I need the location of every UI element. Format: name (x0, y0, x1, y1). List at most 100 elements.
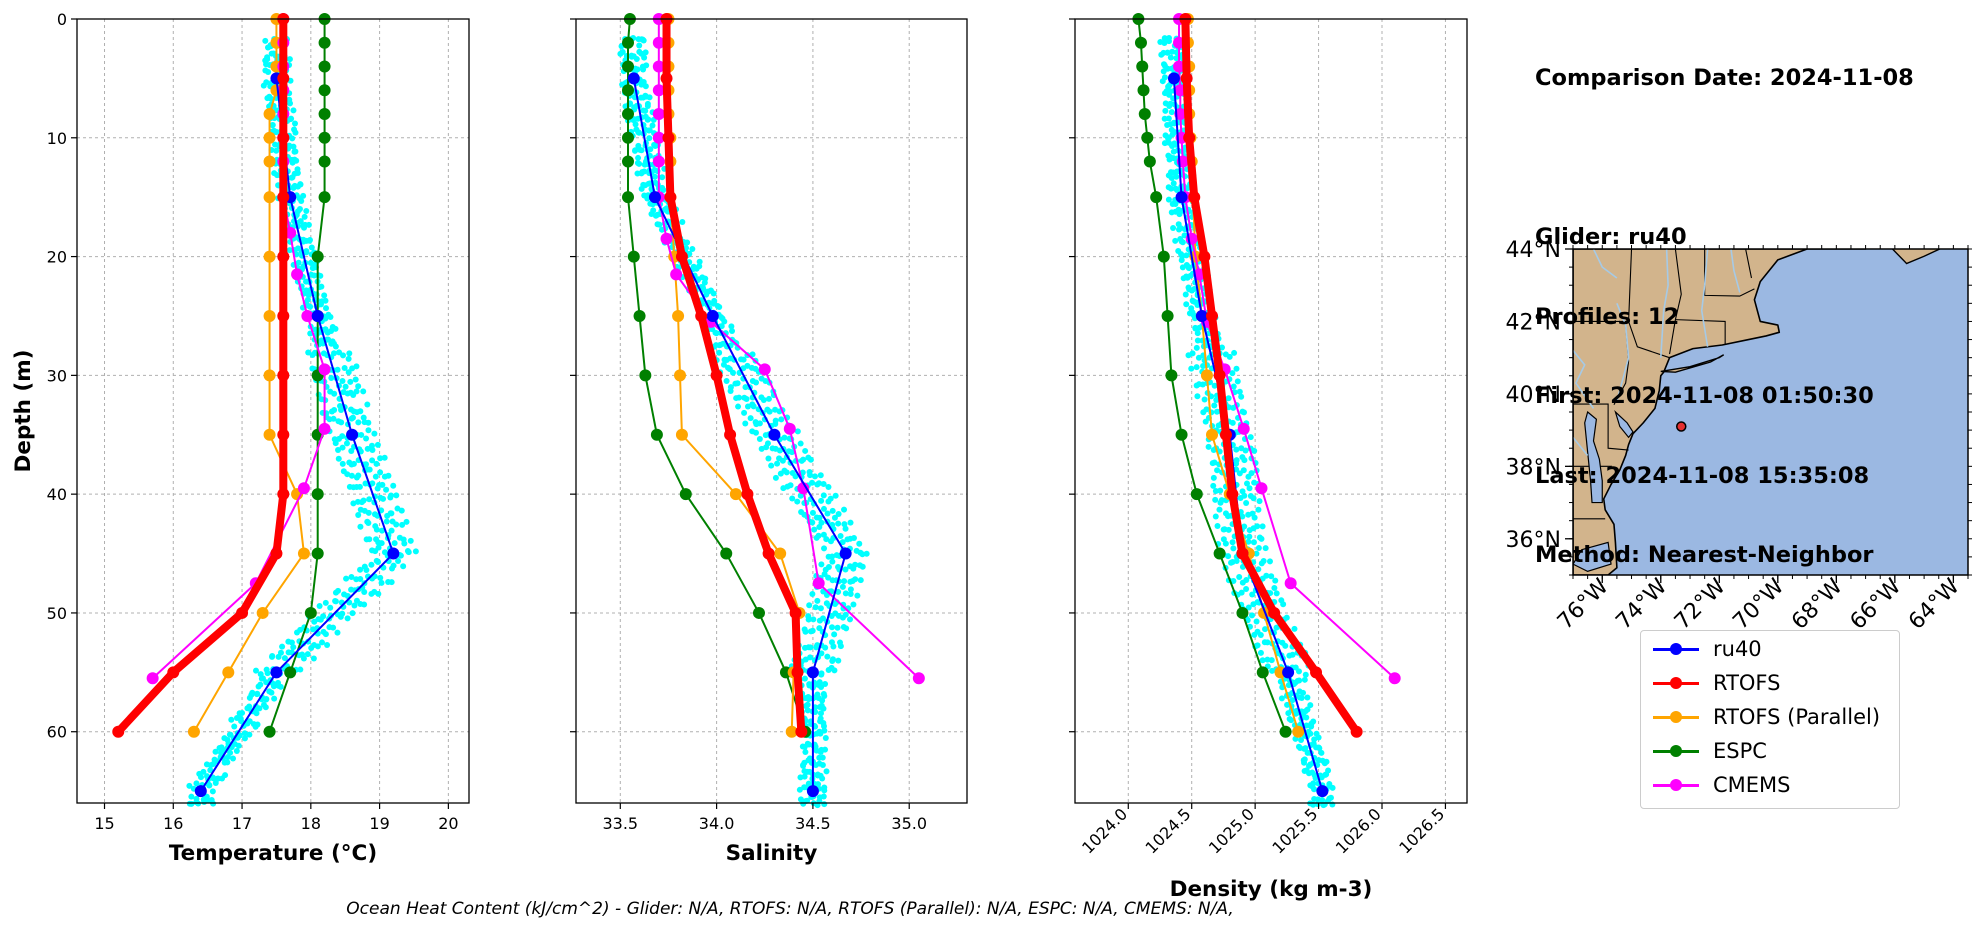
glider-scatter-point (363, 566, 370, 573)
legend: ru40 RTOFS RTOFS (Parallel) ESPC CMEMS (1640, 630, 1900, 809)
glider-scatter-point (388, 492, 395, 499)
plot-frame (76, 18, 470, 804)
glider-scatter-point (804, 707, 811, 714)
glider-scatter-point (1264, 639, 1271, 646)
glider-scatter-point (1259, 523, 1266, 530)
glider-scatter-point (212, 780, 219, 787)
series-point-espc (1165, 369, 1178, 382)
glider-scatter-point (802, 749, 809, 756)
glider-scatter-point (1225, 553, 1232, 560)
glider-scatter-point (815, 781, 822, 788)
series-point-rtofs (1310, 666, 1323, 679)
series-point-rtofs-parallel- (297, 547, 310, 560)
glider-scatter-point (339, 460, 346, 467)
legend-entry-rtofs-parallel: RTOFS (Parallel) (1653, 702, 1880, 732)
glider-scatter-point (1249, 612, 1256, 619)
glider-scatter-point (393, 492, 400, 499)
glider-scatter-point (642, 83, 649, 90)
glider-scatter-point (643, 62, 650, 69)
glider-scatter-point (360, 497, 367, 504)
glider-scatter-point (747, 415, 754, 422)
glider-scatter-point (811, 473, 818, 480)
series-point-rtofs (660, 72, 673, 85)
glider-scatter-point (303, 249, 310, 256)
glider-scatter-point (241, 735, 248, 742)
series-point-rtofs-parallel- (263, 131, 276, 144)
series-point-rtofs (1183, 131, 1196, 144)
glider-scatter-point (339, 444, 346, 451)
glider-scatter-point (634, 66, 641, 73)
series-point-rtofs (1213, 369, 1226, 382)
glider-scatter-point (355, 419, 362, 426)
glider-scatter-point (388, 527, 395, 534)
glider-scatter-point (1295, 668, 1302, 675)
glider-scatter-point (1259, 657, 1266, 664)
glider-scatter-point (1217, 487, 1224, 494)
state-border (1628, 321, 1670, 359)
glider-scatter-point (1247, 434, 1254, 441)
state-border (1675, 319, 1726, 345)
legend-label: ESPC (1713, 739, 1767, 763)
glider-scatter-point (818, 561, 825, 568)
glider-scatter-point (212, 748, 219, 755)
glider-scatter-point (772, 417, 779, 424)
glider-scatter-point (1211, 459, 1218, 466)
glider-scatter-point (289, 135, 296, 142)
glider-scatter-point (1244, 480, 1251, 487)
nova-scotia (1891, 249, 1942, 265)
glider-scatter-point (290, 644, 297, 651)
glider-scatter-point (774, 460, 781, 467)
series-point-ru40 (387, 547, 400, 560)
glider-scatter-point (301, 213, 308, 220)
glider-scatter-point (821, 692, 828, 699)
glider-scatter-point (711, 297, 718, 304)
series-point-espc (639, 369, 652, 382)
glider-scatter-point (820, 793, 827, 800)
glider-scatter-point (1263, 572, 1270, 579)
state-border (1669, 249, 1682, 355)
glider-scatter-point (401, 540, 408, 547)
glider-scatter-point (1280, 601, 1287, 608)
glider-scatter-point (1318, 749, 1325, 756)
glider-scatter-point (1251, 447, 1258, 454)
glider-scatter-point (334, 629, 341, 636)
glider-scatter-point (390, 562, 397, 569)
glider-scatter-point (1241, 457, 1248, 464)
glider-scatter-point (271, 695, 278, 702)
glider-scatter-point (366, 466, 373, 473)
glider-scatter-point (1256, 498, 1263, 505)
glider-scatter-point (331, 350, 338, 357)
glider-scatter-point (263, 696, 270, 703)
glider-scatter-point (400, 563, 407, 570)
glider-scatter-point (811, 526, 818, 533)
glider-scatter-point (346, 350, 353, 357)
glider-scatter-point (253, 667, 260, 674)
glider-scatter-point (365, 520, 372, 527)
glider-scatter-point (660, 186, 667, 193)
glider-scatter-point (796, 786, 803, 793)
glider-scatter-point (246, 703, 253, 710)
series-point-espc (1137, 84, 1150, 97)
glider-scatter-point (809, 519, 816, 526)
glider-scatter-point (829, 558, 836, 565)
glider-scatter-point (794, 498, 801, 505)
series-point-rtofs (112, 725, 125, 738)
glider-scatter-point (1249, 591, 1256, 598)
glider-scatter-point (200, 768, 207, 775)
glider-scatter-point (819, 754, 826, 761)
y-tick-label: 60 (47, 723, 67, 742)
series-point-rtofs (795, 725, 808, 738)
glider-scatter-point (1283, 614, 1290, 621)
series-point-rtofs-parallel- (674, 369, 687, 382)
glider-scatter-point (1168, 175, 1175, 182)
glider-scatter-point (1329, 784, 1336, 791)
glider-scatter-point (1214, 523, 1221, 530)
glider-scatter-point (357, 566, 364, 573)
legend-label: RTOFS (1713, 671, 1781, 695)
legend-line-espc (1653, 744, 1699, 757)
glider-scatter-point (632, 121, 639, 128)
glider-scatter-point (788, 449, 795, 456)
glider-scatter-point (378, 540, 385, 547)
glider-scatter-point (1189, 350, 1196, 357)
glider-scatter-point (407, 537, 414, 544)
